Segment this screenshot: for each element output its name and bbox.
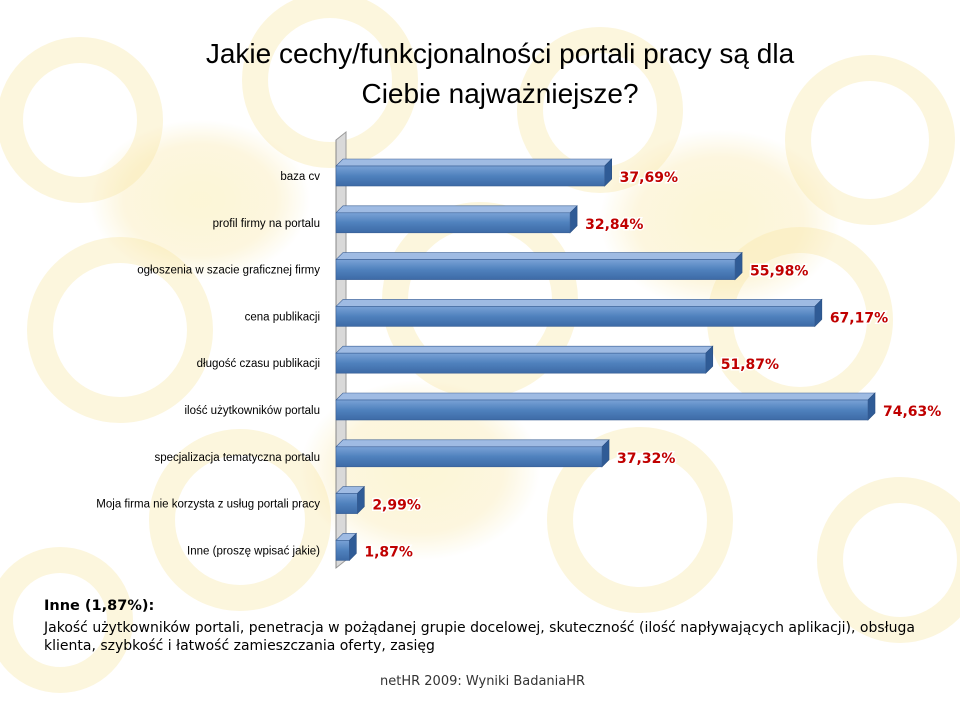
data-label: 1,87%: [364, 544, 413, 560]
other-answers-note: Inne (1,87%): Jakość użytkowników portal…: [44, 597, 924, 655]
data-label: 51,87%: [721, 357, 779, 373]
bar: [335, 446, 603, 468]
chart-title-line-1: Jakie cechy/funkcjonalności portali prac…: [205, 38, 795, 69]
bar-top: [335, 158, 613, 167]
category-label: ilość użytkowników portalu: [184, 405, 320, 417]
bar-top: [335, 439, 610, 448]
chart-title-line-2: Ciebie najważniejsze?: [361, 78, 639, 109]
data-label: 37,69%: [620, 170, 678, 186]
category-label: Inne (proszę wpisać jakie): [187, 545, 320, 557]
bar-top: [335, 205, 578, 214]
category-label: ogłoszenia w szacie graficznej firmy: [137, 265, 320, 277]
bar: [335, 165, 605, 187]
footer-source: netHR 2009: Wyniki BadaniaHR: [380, 674, 586, 689]
bar-top: [335, 299, 823, 307]
data-label: 74,63%: [883, 404, 941, 420]
bar: [335, 212, 571, 234]
bar: [335, 399, 869, 421]
note-text: Jakość użytkowników portali, penetracja …: [44, 620, 915, 654]
category-label: specjalizacja tematyczna portalu: [154, 452, 320, 464]
bar: [335, 493, 358, 514]
data-label: 37,32%: [617, 451, 675, 467]
chart-title: Jakie cechy/funkcjonalności portali prac…: [130, 34, 870, 114]
category-label: profil firmy na portalu: [213, 218, 320, 230]
bar: [335, 259, 736, 280]
data-label: 55,98%: [750, 264, 808, 280]
data-label: 67,17%: [830, 310, 888, 326]
category-label: cena publikacji: [245, 311, 320, 323]
bar-top: [335, 392, 876, 401]
bar-top: [335, 345, 714, 354]
category-label: baza cv: [280, 171, 320, 183]
category-label: długość czasu publikacji: [197, 358, 320, 370]
bar-chart: baza cv 37,69% profil firmy na portalu 32,8…: [96, 130, 943, 570]
bar: [335, 540, 350, 561]
category-label: Moja firma nie korzysta z usług portali …: [96, 499, 320, 511]
bar: [335, 306, 816, 327]
data-label: 32,84%: [585, 217, 643, 233]
data-label: 2,99%: [372, 498, 421, 514]
bar: [335, 352, 707, 374]
note-heading: Inne (1,87%):: [44, 598, 155, 614]
bar-top: [335, 252, 743, 260]
